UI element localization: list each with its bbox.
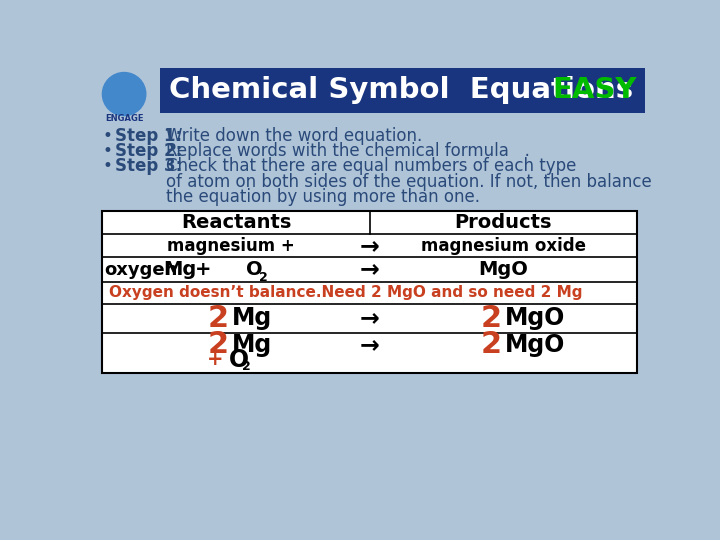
Text: Mg: Mg [233,306,273,330]
Text: Step 3:: Step 3: [114,158,182,176]
Text: MgO: MgO [479,260,528,279]
Text: Write down the word equation.: Write down the word equation. [166,127,422,145]
Text: ENGAGE: ENGAGE [105,113,143,123]
Text: Mg: Mg [233,333,273,357]
Text: 2: 2 [259,271,268,284]
Text: Chemical Symbol  Equations: Chemical Symbol Equations [169,76,643,104]
Text: Replace words with the chemical formula   .: Replace words with the chemical formula … [166,142,530,160]
Text: Products: Products [455,213,552,232]
Text: MgO: MgO [505,333,565,357]
Text: oxygen: oxygen [104,261,178,279]
Text: Step 2:: Step 2: [114,142,182,160]
Text: →: → [360,333,379,357]
Text: →: → [360,234,379,258]
Text: EASY: EASY [552,76,636,104]
Text: Check that there are equal numbers of each type: Check that there are equal numbers of ea… [166,158,576,176]
FancyBboxPatch shape [91,66,157,120]
Text: magnesium oxide: magnesium oxide [421,237,586,255]
Text: O: O [229,348,249,372]
Text: of atom on both sides of the equation. If not, then balance: of atom on both sides of the equation. I… [166,173,652,191]
Text: magnesium +: magnesium + [167,237,294,255]
Text: •: • [102,158,112,176]
Text: Mg: Mg [163,260,196,279]
Text: 2: 2 [208,303,229,333]
Text: Reactants: Reactants [181,213,292,232]
Text: 2: 2 [481,330,502,359]
Text: →: → [360,306,379,330]
Text: Step 1:: Step 1: [114,127,182,145]
Text: •: • [102,127,112,145]
Circle shape [102,72,145,116]
Text: Oxygen doesn’t balance.Need 2 MgO and so need 2 Mg: Oxygen doesn’t balance.Need 2 MgO and so… [109,285,582,300]
FancyBboxPatch shape [160,68,645,112]
Text: •: • [102,142,112,160]
Text: +: + [195,260,212,279]
Text: 2: 2 [208,330,229,359]
Text: 2: 2 [481,303,502,333]
Text: +: + [207,350,223,369]
Text: 2: 2 [242,360,251,374]
Text: MgO: MgO [505,306,565,330]
Text: →: → [360,258,379,282]
FancyBboxPatch shape [102,211,637,373]
Text: O: O [246,260,262,279]
Text: the equation by using more than one.: the equation by using more than one. [166,188,480,206]
